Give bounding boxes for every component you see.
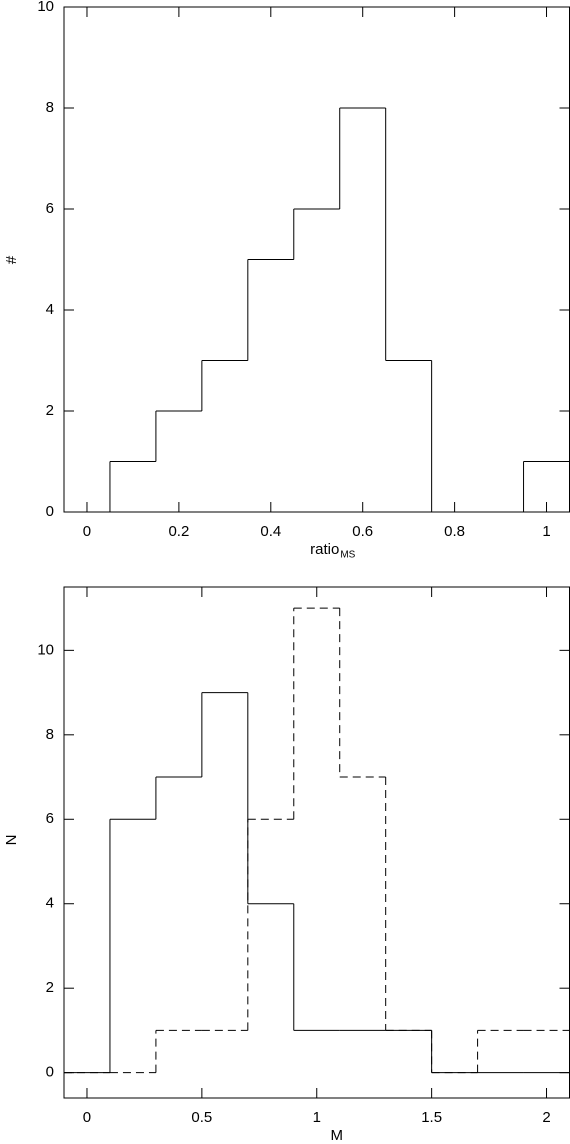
plot-frame [63,6,570,513]
x-tick-label: 0 [83,523,91,540]
y-axis-label: # [3,255,20,264]
x-tick-label: 0.8 [444,523,465,540]
y-tick-label: 4 [46,895,54,912]
x-tick-label: 1.5 [421,1109,442,1126]
plot-frame [63,586,570,1099]
y-tick-label: 2 [46,979,54,996]
x-tick-label: 1 [542,523,550,540]
y-tick-label: 10 [37,641,54,658]
x-tick-label: 0.5 [191,1109,212,1126]
x-axis-label: ratio [310,541,339,558]
y-tick-label: 0 [46,503,54,520]
x-axis-label-subscript: MS [340,550,355,561]
y-axis-label: N [3,835,20,846]
x-tick-label: 0.6 [352,523,373,540]
y-tick-label: 8 [46,726,54,743]
x-tick-label: 2 [542,1109,550,1126]
y-tick-label: 0 [46,1064,54,1081]
x-tick-label: 0.2 [168,523,189,540]
y-tick-label: 4 [46,301,54,318]
y-tick-label: 6 [46,810,54,827]
x-tick-label: 0 [83,1109,91,1126]
y-tick-label: 2 [46,402,54,419]
x-tick-label: 0.4 [260,523,281,540]
y-tick-label: 8 [46,99,54,116]
x-axis-label: M [331,1127,344,1144]
y-tick-label: 6 [46,200,54,217]
x-tick-label: 1 [313,1109,321,1126]
y-tick-label: 10 [37,0,54,15]
